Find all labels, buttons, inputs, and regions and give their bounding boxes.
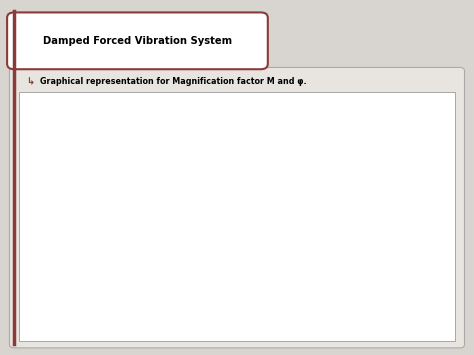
Y-axis label: Phase angle: $\phi$: Phase angle: $\phi$: [237, 192, 246, 234]
Text: $\zeta = 1.0$: $\zeta = 1.0$: [92, 242, 111, 251]
Text: ζ = 0.05: ζ = 0.05: [271, 297, 289, 301]
Text: $\zeta = 1.5$: $\zeta = 1.5$: [171, 268, 191, 277]
Text: ζ = 2.0: ζ = 2.0: [271, 245, 286, 249]
Text: $\zeta = 0.1$: $\zeta = 0.1$: [113, 135, 132, 144]
FancyBboxPatch shape: [7, 12, 268, 69]
Text: ζ = 0.25: ζ = 0.25: [271, 288, 289, 291]
Text: ζ = 1.0: ζ = 1.0: [271, 262, 286, 266]
Text: 1.0: 1.0: [106, 344, 114, 350]
Text: ↳: ↳: [26, 77, 34, 87]
Text: ζ = 0.5: ζ = 0.5: [271, 276, 286, 280]
Text: Damped Forced Vibration System: Damped Forced Vibration System: [43, 36, 232, 46]
X-axis label: Frequency ratio: $r = \frac{\omega}{\omega_n}$: Frequency ratio: $r = \frac{\omega}{\ome…: [112, 329, 175, 340]
Text: $\zeta = 3.0$: $\zeta = 3.0$: [199, 285, 218, 294]
Text: $\zeta = 0.4$: $\zeta = 0.4$: [120, 214, 139, 223]
Text: ζ = 2.0: ζ = 2.0: [271, 160, 286, 164]
Text: ζ = 5.0: ζ = 5.0: [271, 206, 286, 209]
Text: $\zeta = 0.5$: $\zeta = 0.5$: [143, 236, 163, 245]
Text: ζ = 0.00: ζ = 0.00: [271, 307, 289, 311]
Text: ζ = 0.50: ζ = 0.50: [271, 125, 289, 129]
Text: ζ = 5.0: ζ = 5.0: [271, 183, 286, 187]
Text: ζ = 1.0: ζ = 1.0: [271, 141, 286, 145]
Text: $\zeta = 2.0$: $\zeta = 2.0$: [182, 278, 201, 287]
Text: $\zeta = 0.3$: $\zeta = 0.3$: [117, 185, 136, 193]
X-axis label: Frequency ratio: $r = \frac{\omega}{\omega_n}$: Frequency ratio: $r = \frac{\omega}{\ome…: [325, 329, 388, 340]
FancyBboxPatch shape: [19, 92, 455, 341]
Text: ζ = 0.0: ζ = 0.0: [419, 113, 435, 117]
Text: ζ = 0.25: ζ = 0.25: [360, 113, 378, 117]
FancyBboxPatch shape: [9, 67, 465, 348]
Text: $\zeta = 0.0$: $\zeta = 0.0$: [280, 340, 298, 349]
Text: ζ = 0.05: ζ = 0.05: [328, 113, 347, 117]
Text: Graphical representation for Magnification factor M and φ.: Graphical representation for Magnificati…: [40, 77, 307, 86]
Y-axis label: Amplitude ratio: $M = \frac{X}{\delta_{st}}$: Amplitude ratio: $M = \frac{X}{\delta_{s…: [24, 181, 36, 245]
Text: $\zeta = 5.0$: $\zeta = 5.0$: [59, 295, 78, 304]
